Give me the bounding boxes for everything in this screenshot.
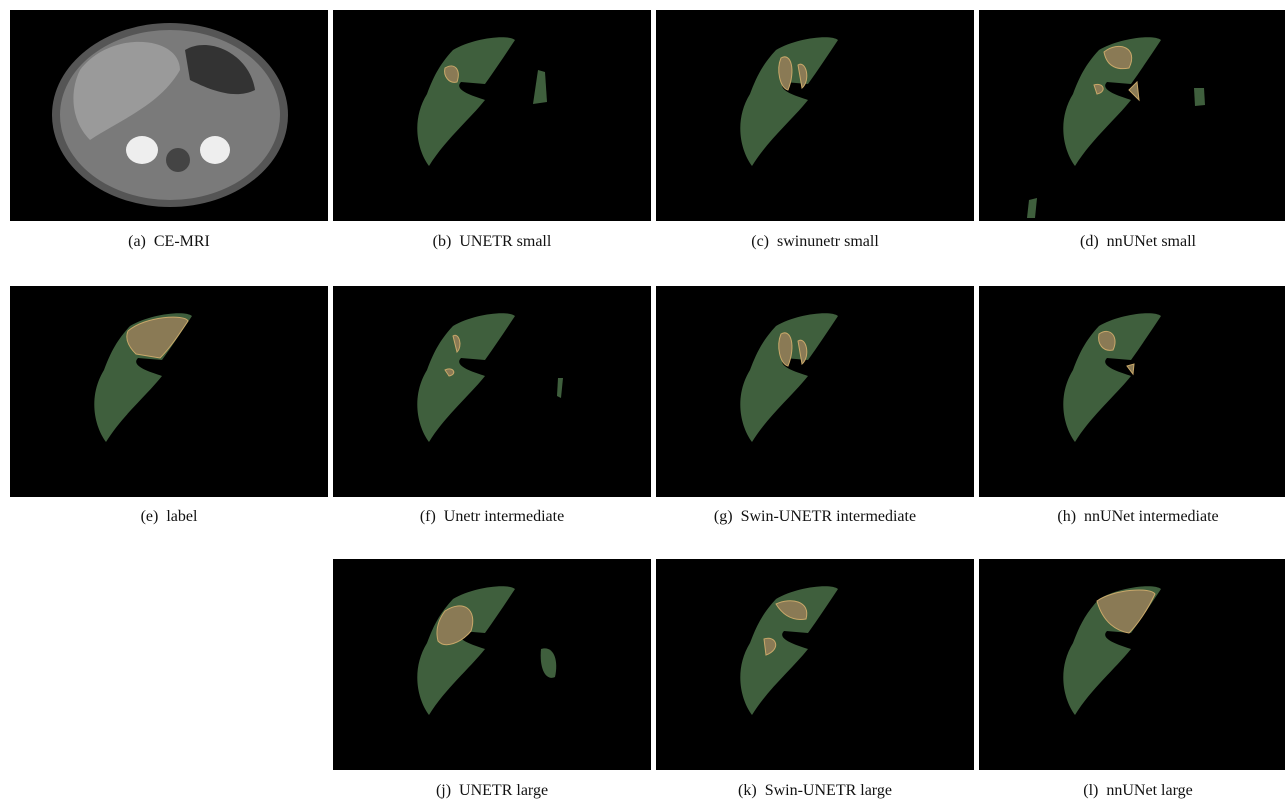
caption: (d) nnUNet small [979, 233, 1285, 251]
image-panel [656, 286, 974, 497]
image [656, 286, 974, 497]
liver-mask [1063, 313, 1161, 442]
caption: (h) nnUNet intermediate [979, 508, 1285, 526]
liver-mask [417, 37, 515, 166]
caption: (f) Unetr intermediate [333, 508, 651, 526]
liver-mask [541, 648, 557, 678]
liver-mask [417, 586, 515, 715]
caption: (c) swinunetr small [656, 233, 974, 251]
liver-mask [533, 70, 547, 104]
image [10, 10, 328, 221]
kidney [126, 136, 158, 164]
liver-mask [740, 313, 838, 442]
image-panel [656, 559, 974, 770]
liver-mask [417, 313, 515, 442]
caption: (g) Swin-UNETR intermediate [656, 508, 974, 526]
tumor-mask [437, 606, 473, 645]
liver-mask [1027, 198, 1037, 218]
image-panel [979, 286, 1285, 497]
liver-mask [557, 378, 563, 398]
image-panel [333, 559, 651, 770]
tumor-mask [1129, 82, 1139, 100]
caption: (j) UNETR large [333, 782, 651, 800]
caption: (b) UNETR small [333, 233, 651, 251]
image-panel [979, 559, 1285, 770]
caption: (e) label [10, 508, 328, 526]
image [656, 559, 974, 770]
spine [166, 148, 190, 172]
image [979, 559, 1285, 770]
image [10, 286, 328, 497]
image [333, 286, 651, 497]
caption: (l) nnUNet large [979, 782, 1285, 800]
image-panel [333, 286, 651, 497]
liver-mask [740, 37, 838, 166]
image-panel [656, 10, 974, 221]
image-panel [979, 10, 1285, 221]
liver-mask [1194, 88, 1205, 106]
image [979, 10, 1285, 221]
image-panel [10, 10, 328, 221]
caption: (k) Swin-UNETR large [656, 782, 974, 800]
image [333, 559, 651, 770]
kidney [200, 136, 230, 164]
image [979, 286, 1285, 497]
image-panel [10, 286, 328, 497]
image-panel [333, 10, 651, 221]
image [656, 10, 974, 221]
caption: (a) CE-MRI [10, 233, 328, 251]
image [333, 10, 651, 221]
figure: (a) CE-MRI (b) UNETR small (c) swinunetr s… [0, 0, 1285, 804]
tumor-mask [1127, 364, 1134, 374]
